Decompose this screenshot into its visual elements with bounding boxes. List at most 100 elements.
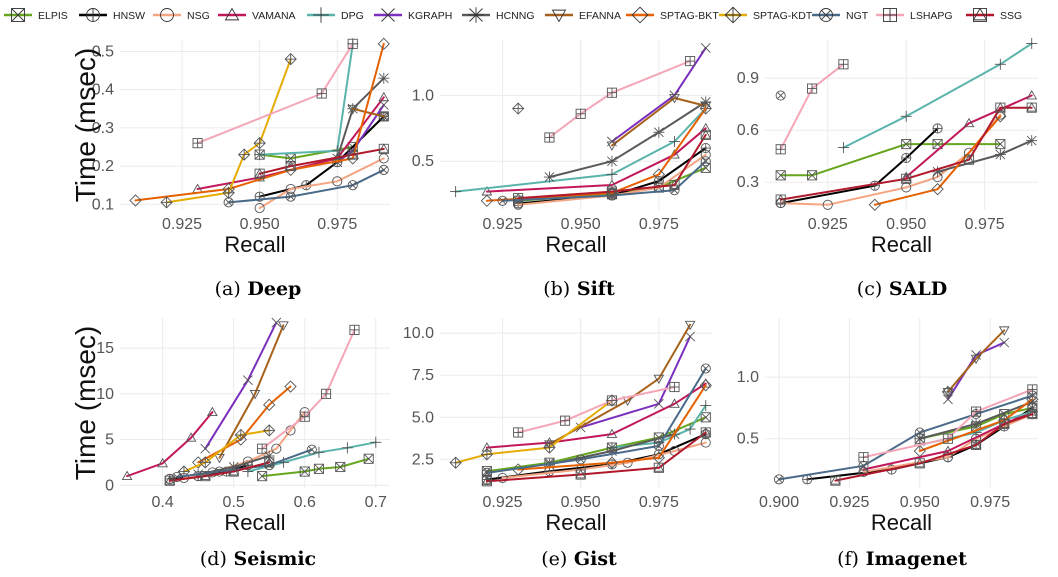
sift-point-nsg-3 (700, 149, 711, 160)
deep-series-lshapg (192, 38, 358, 149)
sift-point-ngt-3 (700, 156, 711, 167)
legend-marker-nsg (160, 8, 174, 22)
sift-line-ssg (517, 133, 707, 200)
caption-sift-name: Sift (576, 278, 615, 300)
sift-ytick-0: 0.5 (412, 153, 434, 170)
deep-point-lshapg-0 (192, 138, 203, 149)
sald-series-ngt (775, 90, 786, 101)
sald-point-hnsw-3 (932, 123, 943, 134)
seismic-series-vamana (121, 406, 218, 481)
legend-label-kgraph: KGRAPH (408, 10, 452, 22)
sald-xtick-1: 0.950 (886, 216, 926, 233)
sald-point-dpg-3 (1026, 37, 1038, 49)
seismic-point-dpg-4 (370, 436, 382, 448)
legend-label-ssg: SSG (1000, 10, 1022, 22)
imagenet-series-hcnng (914, 396, 1038, 445)
legend-item-lshapg: LSHAPG (876, 8, 953, 22)
seismic-point-sptag-bkt-3 (284, 380, 297, 393)
sift-point-dpg-1 (606, 168, 618, 180)
seismic-point-ssg-1 (199, 470, 211, 482)
seismic-point-ngt-3 (306, 444, 317, 455)
gist-point-lshapg-0 (513, 427, 524, 438)
imagenet-point-nsg-0 (858, 466, 869, 478)
seismic-point-elpis-0 (257, 471, 268, 482)
sift-point-vamana-3 (700, 122, 712, 133)
imagenet-line-kgraph (946, 341, 1006, 401)
imagenet-point-nsg-1 (942, 452, 953, 463)
sald-line-lshapg (779, 63, 845, 151)
gist-series-ssg (481, 426, 712, 487)
legend-item-ngt: NGT (812, 8, 869, 22)
gist-line-ngt (485, 367, 707, 474)
caption-deep: (a) Deep (108, 278, 408, 300)
gist-line-vamana (485, 382, 707, 449)
legend-item-nsg: NSG (153, 8, 210, 22)
gist-line-ssg (485, 431, 707, 483)
sald-point-lshapg-0 (775, 144, 786, 155)
legend-marker-elpis (11, 8, 25, 22)
gist-point-vamana-2 (606, 428, 618, 439)
legend-label-efanna: EFANNA (579, 10, 621, 22)
sald-point-ssg-1 (900, 173, 912, 184)
sift-point-ssg-0 (512, 192, 524, 204)
seismic-point-efanna-0 (214, 453, 225, 464)
caption-sald-name: SALD (888, 278, 948, 300)
sift-point-ssg-2 (669, 179, 680, 191)
gist-point-lshapg-2 (606, 395, 618, 406)
sift-point-efanna-1 (669, 94, 680, 104)
gist-point-ssg-2 (653, 462, 665, 473)
sald-point-dpg-0 (837, 142, 849, 154)
legend-label-vamana: VAMANA (252, 10, 296, 22)
deep-point-ssg-0 (254, 168, 266, 179)
caption-sift: (b) Sift (429, 278, 729, 300)
deep-ytick-2: 0.3 (92, 120, 114, 137)
deep-point-ssg-2 (347, 149, 359, 160)
gist-ytick-3: 10.0 (403, 325, 434, 342)
sald-point-sptag-bkt-0 (868, 198, 881, 211)
gist-xtick-0: 0.925 (483, 494, 523, 511)
sift-point-hnsw-2 (653, 175, 664, 187)
seismic-point-sptag-kdt-1 (199, 456, 212, 469)
sald-series-ssg (775, 102, 1038, 205)
deep-point-ngt-0 (223, 197, 234, 208)
imagenet-series-kgraph (943, 337, 1010, 405)
imagenet-point-ssg-0 (829, 475, 841, 486)
legend-marker-efanna (551, 9, 567, 23)
sift-point-hcnng-2 (653, 126, 665, 138)
gist-xlabel: Recall (545, 510, 606, 535)
sald-series-vamana (900, 90, 1038, 181)
imagenet-xlabel: Recall (871, 510, 932, 535)
gist-point-ssg-3 (700, 426, 712, 438)
seismic-point-elpis-2 (313, 463, 324, 474)
deep-point-sptag-kdt-1 (222, 186, 235, 199)
legend-label-hcnng: HCNNG (496, 10, 535, 22)
imagenet-point-kgraph-0 (943, 394, 953, 405)
sald-point-elpis-1 (807, 170, 818, 181)
deep-point-sptag-kdt-4 (284, 52, 297, 66)
imagenet-line-elpis (918, 406, 1034, 440)
seismic-line-sptag-kdt (182, 429, 271, 473)
sald-point-vamana-1 (963, 117, 975, 128)
sald-ytick-2: 0.9 (737, 70, 759, 87)
gist-point-kgraph-2 (685, 331, 696, 342)
sift-xtick-1: 0.950 (561, 216, 601, 233)
legend-item-ssg: SSG (966, 7, 1022, 22)
gist-point-ngt-0 (481, 467, 492, 478)
legend-label-elpis: ELPIS (38, 10, 68, 22)
gist-series-sptag-kdt (449, 394, 619, 469)
legend-marker-lshapg (883, 8, 897, 22)
imagenet-series-lshapg (858, 384, 1038, 463)
deep-xtick-2: 0.975 (317, 216, 357, 233)
gist-point-vamana-4 (700, 378, 712, 388)
legend-item-kgraph: KGRAPH (374, 8, 452, 22)
gist-point-lshapg-3 (669, 381, 680, 393)
sift-point-efanna-0 (606, 141, 618, 151)
sift-point-lshapg-0 (544, 132, 555, 143)
sald-point-sptag-bkt-1 (931, 183, 944, 196)
caption-deep-name: Deep (247, 278, 302, 300)
gist-point-ngt-2 (653, 440, 664, 451)
seismic-point-elpis-3 (335, 461, 346, 473)
sald-line-vamana (905, 94, 1033, 178)
caption-seismic-label: (d) (199, 548, 227, 570)
sald-series-lshapg (775, 59, 849, 155)
